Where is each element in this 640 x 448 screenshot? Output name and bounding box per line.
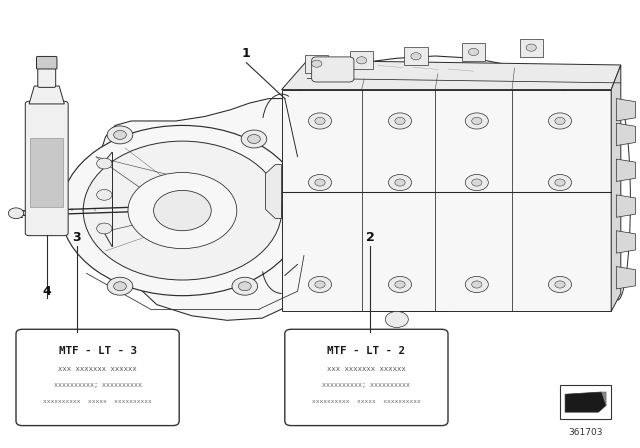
Text: MTF - LT - 2: MTF - LT - 2 — [328, 346, 405, 356]
Text: 4: 4 — [42, 284, 51, 298]
Polygon shape — [616, 99, 636, 121]
Circle shape — [356, 57, 367, 64]
Text: xxx xxxxxxx xxxxxx: xxx xxxxxxx xxxxxx — [58, 366, 137, 372]
Circle shape — [308, 113, 332, 129]
Circle shape — [308, 276, 332, 293]
FancyBboxPatch shape — [312, 57, 354, 82]
Circle shape — [395, 117, 405, 125]
Polygon shape — [616, 195, 636, 217]
Circle shape — [395, 281, 405, 288]
Text: xxx xxxxxxx xxxxxx: xxx xxxxxxx xxxxxx — [327, 366, 406, 372]
Circle shape — [239, 282, 252, 291]
Text: MTF - LT - 3: MTF - LT - 3 — [59, 346, 136, 356]
Circle shape — [472, 281, 482, 288]
Circle shape — [555, 281, 565, 288]
Circle shape — [465, 174, 488, 191]
Circle shape — [548, 113, 572, 129]
Text: 3: 3 — [72, 231, 81, 244]
Polygon shape — [616, 123, 636, 146]
Text: xxxxxxxxxx; xxxxxxxxxx: xxxxxxxxxx; xxxxxxxxxx — [54, 382, 141, 388]
Circle shape — [128, 172, 237, 249]
Polygon shape — [462, 43, 485, 61]
Circle shape — [315, 117, 325, 125]
Circle shape — [108, 126, 133, 144]
Circle shape — [315, 179, 325, 186]
Circle shape — [411, 53, 421, 60]
Polygon shape — [616, 159, 636, 181]
Polygon shape — [282, 90, 611, 311]
Circle shape — [548, 276, 572, 293]
Polygon shape — [29, 86, 64, 104]
FancyBboxPatch shape — [31, 138, 63, 207]
Circle shape — [97, 158, 112, 169]
Circle shape — [154, 190, 211, 231]
Circle shape — [114, 130, 127, 139]
FancyBboxPatch shape — [38, 67, 56, 87]
Circle shape — [388, 113, 412, 129]
Text: 361703: 361703 — [568, 428, 603, 437]
Polygon shape — [616, 231, 636, 253]
Circle shape — [395, 179, 405, 186]
Circle shape — [107, 277, 132, 295]
Circle shape — [83, 141, 282, 280]
Circle shape — [97, 223, 112, 234]
FancyBboxPatch shape — [16, 329, 179, 426]
Circle shape — [312, 60, 322, 67]
Circle shape — [8, 208, 24, 219]
Circle shape — [472, 179, 482, 186]
Polygon shape — [99, 56, 618, 320]
Circle shape — [241, 130, 267, 148]
Polygon shape — [602, 392, 606, 405]
Circle shape — [526, 44, 536, 51]
Polygon shape — [266, 164, 282, 218]
Circle shape — [315, 281, 325, 288]
Polygon shape — [350, 52, 373, 69]
Circle shape — [472, 117, 482, 125]
Text: xxxxxxxxxx; xxxxxxxxxx: xxxxxxxxxx; xxxxxxxxxx — [323, 382, 410, 388]
Circle shape — [113, 282, 126, 291]
Text: xxxxxxxxxx  xxxxx  xxxxxxxxxx: xxxxxxxxxx xxxxx xxxxxxxxxx — [312, 399, 420, 404]
Text: xxxxxxxxxx  xxxxx  xxxxxxxxxx: xxxxxxxxxx xxxxx xxxxxxxxxx — [44, 399, 152, 404]
FancyBboxPatch shape — [560, 385, 611, 419]
Circle shape — [555, 179, 565, 186]
Circle shape — [308, 174, 332, 191]
Circle shape — [555, 117, 565, 125]
Text: 1: 1 — [242, 47, 251, 60]
FancyBboxPatch shape — [36, 56, 57, 69]
Circle shape — [61, 125, 304, 296]
Polygon shape — [282, 60, 621, 90]
FancyBboxPatch shape — [285, 329, 448, 426]
Circle shape — [548, 174, 572, 191]
Circle shape — [248, 134, 260, 143]
Polygon shape — [520, 39, 543, 56]
Circle shape — [468, 48, 479, 56]
Circle shape — [385, 311, 408, 327]
Circle shape — [232, 277, 258, 295]
Circle shape — [97, 190, 112, 200]
Polygon shape — [616, 267, 636, 289]
Polygon shape — [404, 47, 428, 65]
Circle shape — [388, 174, 412, 191]
Polygon shape — [611, 65, 621, 311]
Polygon shape — [305, 55, 328, 73]
FancyBboxPatch shape — [26, 101, 68, 236]
Polygon shape — [565, 392, 606, 412]
Circle shape — [465, 276, 488, 293]
Circle shape — [388, 276, 412, 293]
Text: 2: 2 — [365, 231, 374, 244]
Circle shape — [465, 113, 488, 129]
